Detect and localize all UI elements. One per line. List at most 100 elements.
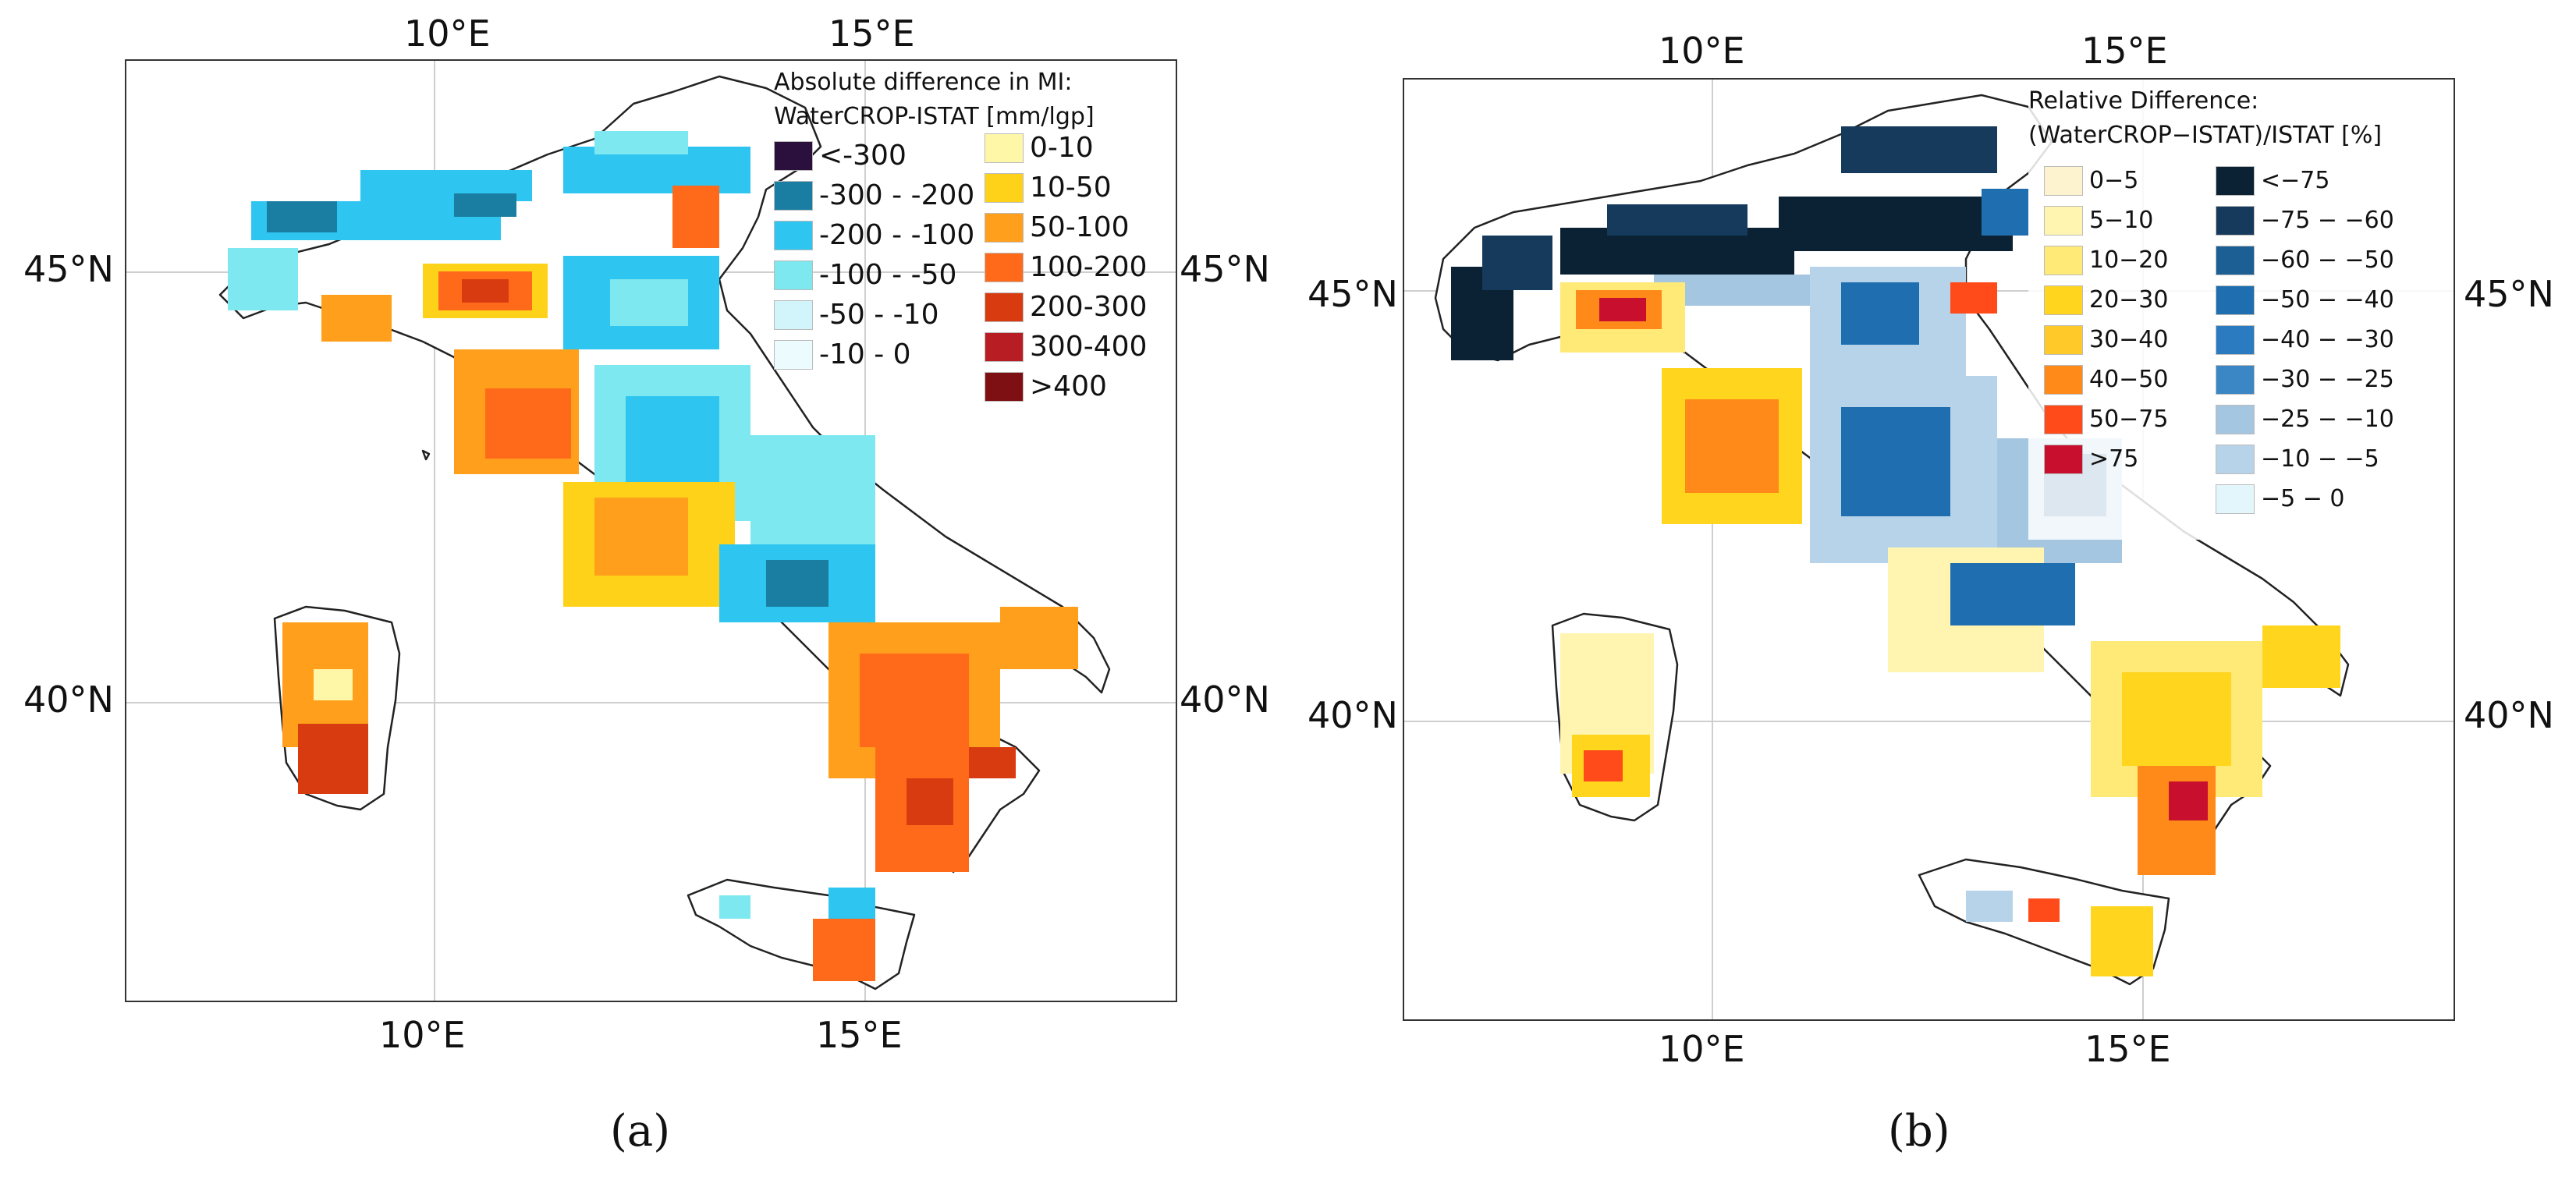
legend-a-left-column: <-300 -300 - -200 -200 - -100 -100 - -50… (774, 136, 974, 374)
lon-tick-bottom-15e: 15°E (816, 1014, 903, 1056)
legend-label: >75 (2089, 445, 2139, 473)
legend-label: −10 − −5 (2261, 445, 2379, 473)
swatch-30-40 (2044, 324, 2083, 355)
legend-item: -200 - -100 (774, 215, 974, 255)
swatch-gt-400 (985, 371, 1024, 402)
legend-a: Absolute difference in MI: WaterCROP-IST… (774, 61, 1176, 412)
legend-item: -50 - -10 (774, 295, 974, 335)
legend-label: -100 - -50 (819, 259, 957, 291)
map-frame-a: Absolute difference in MI: WaterCROP-IST… (125, 59, 1177, 1002)
legend-b: Relative Difference: (WaterCROP−ISTAT)/I… (2028, 80, 2454, 540)
cells-b (1451, 126, 2340, 976)
lat-tick-right-45n: 45°N (1180, 248, 1270, 290)
swatch-30-25 (2216, 364, 2255, 395)
swatch-200-300 (985, 292, 1024, 322)
legend-item: 300-400 (985, 327, 1147, 367)
legend-label: 0-10 (1030, 132, 1094, 164)
legend-item: >75 (2044, 439, 2168, 479)
legend-item: 0−5 (2044, 161, 2168, 200)
lat-tick-left-40n: 40°N (23, 679, 114, 721)
legend-label: −5 − 0 (2261, 485, 2345, 512)
legend-item: −30 − −25 (2216, 360, 2394, 399)
legend-item: -300 - -200 (774, 175, 974, 215)
italy-map-b (1434, 94, 2350, 986)
legend-label: 50-100 (1030, 211, 1130, 243)
legend-item: −75 − −60 (2216, 200, 2394, 240)
legend-item: 50−75 (2044, 399, 2168, 439)
swatch-50-75 (2044, 404, 2083, 434)
lat-tick-right-40n: 40°N (1180, 679, 1270, 721)
swatch-5-10 (2044, 205, 2083, 236)
legend-b-title-line2: (WaterCROP−ISTAT)/ISTAT [%] (2028, 122, 2383, 149)
legend-label: −75 − −60 (2261, 207, 2394, 234)
swatch-40-30 (2216, 324, 2255, 355)
italy-map-a (218, 75, 1111, 990)
legend-item: 100-200 (985, 247, 1147, 287)
legend-label: 40−50 (2089, 366, 2169, 393)
legend-item: >400 (985, 367, 1147, 406)
caption-b: (b) (1888, 1106, 1950, 1157)
legend-item: 200-300 (985, 287, 1147, 327)
legend-label: <-300 (819, 140, 907, 172)
swatch-50-100 (985, 212, 1024, 243)
legend-label: 0−5 (2089, 167, 2139, 194)
legend-item: 40−50 (2044, 360, 2168, 399)
legend-item: <-300 (774, 136, 974, 175)
legend-a-title-line2: WaterCROP-ISTAT [mm/lgp] (774, 103, 1095, 130)
swatch-10-20 (2044, 245, 2083, 275)
swatch-lt-300 (774, 140, 813, 171)
lat-tick-right-45n: 45°N (2464, 273, 2554, 315)
legend-item: 5−10 (2044, 200, 2168, 240)
swatch-75-60 (2216, 205, 2255, 236)
legend-label: 5−10 (2089, 207, 2154, 234)
legend-label: <−75 (2261, 167, 2330, 194)
lon-tick-top-10e: 10°E (1659, 30, 1745, 72)
legend-label: -10 - 0 (819, 338, 911, 370)
meridian-10e (434, 61, 435, 1001)
caption-a: (a) (610, 1106, 671, 1157)
swatch-10-50 (985, 172, 1024, 203)
legend-label: 200-300 (1030, 291, 1148, 323)
legend-item: −60 − −50 (2216, 240, 2394, 280)
lat-tick-left-45n: 45°N (23, 248, 114, 290)
lat-tick-left-45n: 45°N (1308, 273, 1398, 315)
swatch-25-10 (2216, 404, 2255, 434)
lon-tick-top-15e: 15°E (2081, 30, 2168, 72)
lon-tick-top-10e: 10°E (404, 12, 491, 55)
lon-tick-bottom-10e: 10°E (379, 1014, 466, 1056)
legend-label: −50 − −40 (2261, 286, 2394, 314)
swatch-gt-75 (2044, 444, 2083, 474)
swatch-50-40 (2216, 285, 2255, 315)
swatch-0-10 (985, 133, 1024, 163)
legend-label: -300 - -200 (819, 179, 975, 211)
legend-item: −25 − −10 (2216, 399, 2394, 439)
legend-label: −40 − −30 (2261, 326, 2394, 353)
legend-label: −30 − −25 (2261, 366, 2394, 393)
parallel-40n (1404, 721, 2454, 722)
legend-item: <−75 (2216, 161, 2394, 200)
legend-label: 20−30 (2089, 286, 2169, 314)
legend-label: 10−20 (2089, 246, 2169, 274)
map-frame-b: Relative Difference: (WaterCROP−ISTAT)/I… (1403, 78, 2455, 1021)
legend-label: 300-400 (1030, 331, 1148, 363)
lat-tick-left-40n: 40°N (1308, 694, 1398, 736)
lat-tick-right-40n: 40°N (2464, 694, 2554, 736)
legend-label: -50 - -10 (819, 299, 939, 331)
parallel-40n (126, 702, 1176, 703)
cells-a (228, 131, 1078, 981)
legend-item: 30−40 (2044, 320, 2168, 360)
meridian-10e (1712, 80, 1713, 1019)
swatch-0-5 (2044, 165, 2083, 196)
legend-label: 50−75 (2089, 406, 2169, 433)
legend-item: 10-50 (985, 168, 1147, 207)
legend-b-right-column: <−75 −75 − −60 −60 − −50 −50 − −40 −40 −… (2216, 161, 2394, 519)
legend-item: -10 - 0 (774, 335, 974, 374)
legend-item: −40 − −30 (2216, 320, 2394, 360)
swatch-60-50 (2216, 245, 2255, 275)
swatch-300-400 (985, 331, 1024, 362)
legend-label: −25 − −10 (2261, 406, 2394, 433)
legend-a-title-line1: Absolute difference in MI: (774, 69, 1073, 96)
lon-tick-bottom-15e: 15°E (2085, 1028, 2171, 1070)
legend-item: −50 − −40 (2216, 280, 2394, 320)
swatch-200-100 (774, 220, 813, 250)
